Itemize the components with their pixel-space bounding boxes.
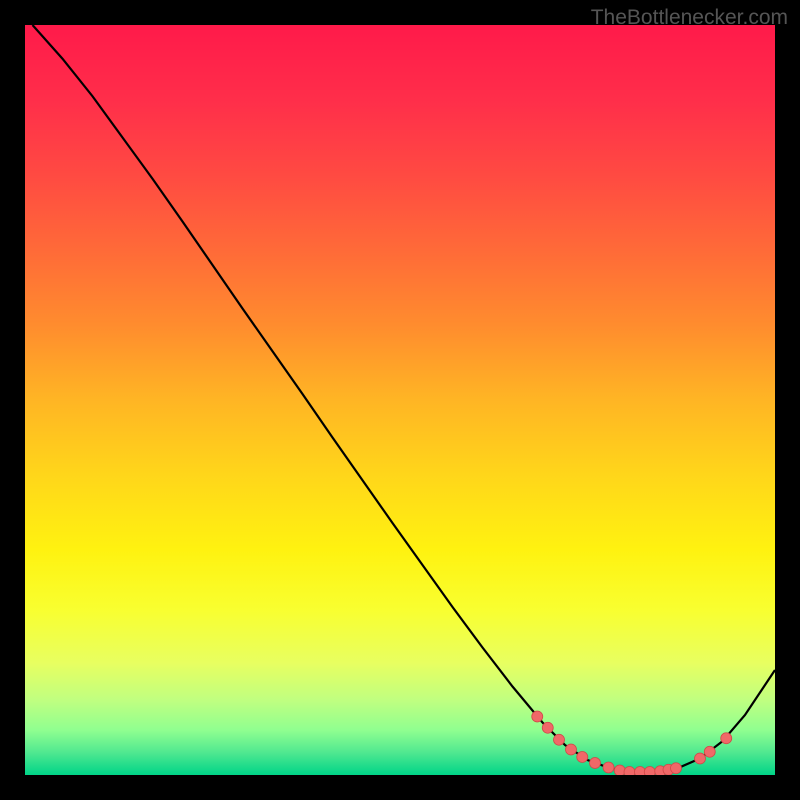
data-marker: [532, 711, 543, 722]
data-marker: [695, 753, 706, 764]
bottleneck-curve: [33, 25, 776, 772]
data-marker: [577, 752, 588, 763]
data-marker: [614, 765, 625, 775]
data-marker: [635, 767, 646, 776]
data-markers: [532, 711, 732, 775]
watermark-text: TheBottlenecker.com: [591, 6, 788, 30]
data-marker: [704, 746, 715, 757]
data-marker: [721, 733, 732, 744]
data-marker: [671, 763, 682, 774]
data-marker: [644, 767, 655, 776]
data-marker: [566, 744, 577, 755]
chart-curve-layer: [25, 25, 775, 775]
data-marker: [603, 762, 614, 773]
data-marker: [590, 758, 601, 769]
chart-plot-area: [25, 25, 775, 775]
data-marker: [542, 722, 553, 733]
data-marker: [624, 767, 635, 776]
data-marker: [554, 734, 565, 745]
